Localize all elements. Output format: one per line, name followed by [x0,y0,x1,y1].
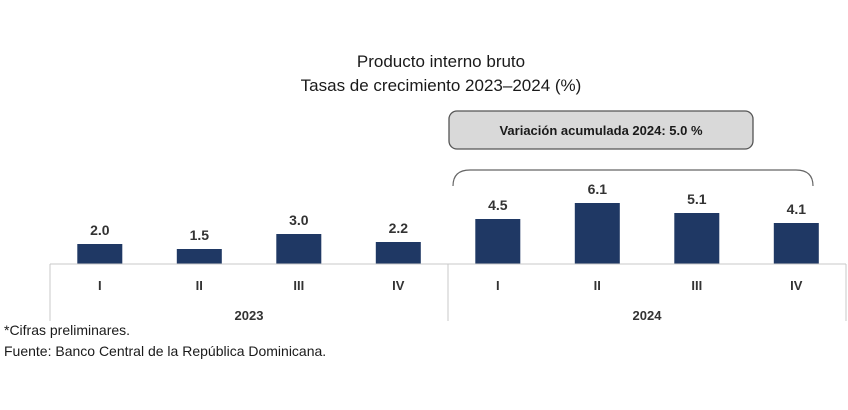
bar-labels: 2.0 1.5 3.0 2.2 4.5 6.1 5.1 4.1 [90,181,806,243]
bar-value-label-7: 5.1 [687,191,707,207]
year-labels: 2023 2024 [235,308,663,323]
x-tick-label-3: III [293,278,304,293]
year-label-2023: 2023 [235,308,264,323]
bar-6 [574,203,620,264]
bar-value-label-8: 4.1 [787,201,807,217]
bar-value-label-2: 1.5 [190,227,210,243]
bar-4 [375,242,421,264]
bar-7 [674,213,720,264]
x-tick-label-4: IV [392,278,405,293]
bar-1 [77,244,123,264]
footnote-preliminary: *Cifras preliminares. [4,322,131,338]
bars [77,203,819,264]
x-tick-label-7: III [691,278,702,293]
chart-title: Producto interno bruto [357,52,525,71]
x-tick-label-5: I [496,278,500,293]
annotation: Variación acumulada 2024: 5.0 % [448,110,814,187]
bar-value-label-6: 6.1 [588,181,608,197]
annotation-text: Variación acumulada 2024: 5.0 % [499,123,702,138]
bar-5 [475,219,521,264]
bar-value-label-5: 4.5 [488,197,508,213]
footnote-source: Fuente: Banco Central de la República Do… [4,343,327,359]
bar-3 [276,234,322,264]
x-tick-label-6: II [594,278,601,293]
x-tick-labels: I II III IV I II III IV [98,278,803,293]
annotation-box [448,110,754,150]
annotation-brace [452,169,814,187]
x-tick-label-1: I [98,278,102,293]
bar-value-label-1: 2.0 [90,222,110,238]
bar-8 [773,223,819,264]
bar-value-label-4: 2.2 [389,220,409,236]
chart-subtitle: Tasas de crecimiento 2023–2024 (%) [301,76,582,95]
year-label-2024: 2024 [633,308,663,323]
bar-2 [176,249,222,264]
x-tick-label-2: II [196,278,203,293]
bar-value-label-3: 3.0 [289,212,309,228]
x-tick-label-8: IV [790,278,803,293]
